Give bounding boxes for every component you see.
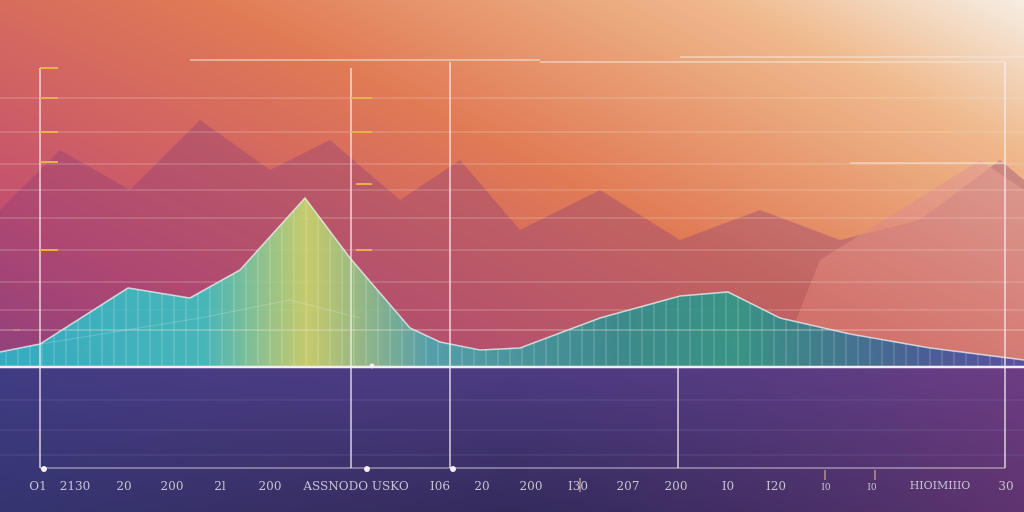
axis-label: I20 [765,479,787,493]
axis-label: I30 [567,479,589,493]
axis-label: 2130 [59,479,91,493]
top-guide-lines [190,56,1024,164]
post-bracket-ticks [40,67,372,251]
axis-label: HIOIMIIIO [909,479,971,492]
axis-label: I0 [721,479,735,493]
axis-label: 200 [664,479,688,493]
axis-label: 20 [116,479,132,493]
axis-label: 30 [998,479,1014,493]
axis-label: 20 [474,479,490,493]
post-end-caps [41,363,456,472]
floor-tint [0,366,1024,512]
axis-label: 200 [160,479,184,493]
axis-label: 207 [616,479,640,493]
area-wave [0,196,1024,368]
axis-label: ASSNODO USKO [303,479,409,493]
axis-label: 2l [214,479,226,493]
axis-label: 200 [258,479,282,493]
axis-label: O1 [29,479,47,493]
axis-label: I06 [429,479,451,493]
axis-label: I0 [821,483,831,493]
floor-gridlines [0,399,1024,456]
small-axis-marks [14,329,876,492]
axis-label: I0 [867,483,877,493]
vertical-posts [39,62,1006,469]
axis-label: 200 [519,479,543,493]
